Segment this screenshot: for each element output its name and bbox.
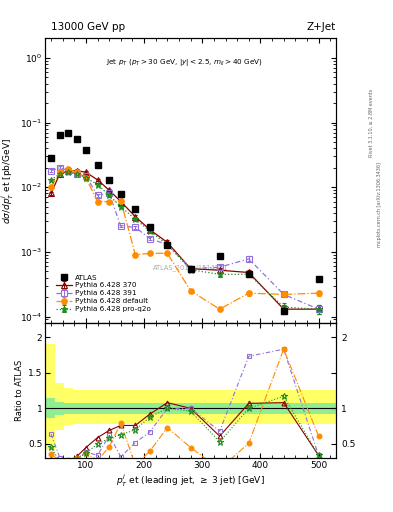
ATLAS <box>217 253 222 260</box>
Text: Rivet 3.1.10, ≥ 2.8M events: Rivet 3.1.10, ≥ 2.8M events <box>369 89 374 157</box>
Legend: ATLAS, Pythia 6.428 370, Pythia 6.428 391, Pythia 6.428 default, Pythia 6.428 pr: ATLAS, Pythia 6.428 370, Pythia 6.428 39… <box>55 273 152 313</box>
Line: ATLAS: ATLAS <box>48 130 322 314</box>
Text: 13000 GeV pp: 13000 GeV pp <box>51 22 125 32</box>
ATLAS <box>118 191 123 197</box>
Text: Jet $p_T$ ($p_T > 30$ GeV, $|y| < 2.5$, $m_{ll} > 40$ GeV): Jet $p_T$ ($p_T > 30$ GeV, $|y| < 2.5$, … <box>106 57 263 68</box>
Text: Z+Jet: Z+Jet <box>307 22 336 32</box>
ATLAS <box>75 136 79 142</box>
ATLAS <box>57 132 62 138</box>
ATLAS <box>316 276 321 282</box>
ATLAS <box>133 206 138 212</box>
Text: mcplots.cern.ch [arXiv:1306.3436]: mcplots.cern.ch [arXiv:1306.3436] <box>377 162 382 247</box>
Y-axis label: Ratio to ATLAS: Ratio to ATLAS <box>15 360 24 421</box>
ATLAS <box>84 146 88 153</box>
ATLAS <box>66 130 71 136</box>
ATLAS <box>188 266 193 272</box>
X-axis label: $p_T^j$ et (leading jet, $\geq$ 3 jet) [GeV]: $p_T^j$ et (leading jet, $\geq$ 3 jet) [… <box>116 473 265 489</box>
ATLAS <box>147 224 152 230</box>
ATLAS <box>107 177 112 183</box>
ATLAS <box>49 155 53 161</box>
ATLAS <box>165 242 170 248</box>
Text: ATLAS_2017_I1514251: ATLAS_2017_I1514251 <box>153 264 228 271</box>
ATLAS <box>95 162 100 168</box>
ATLAS <box>281 308 286 314</box>
ATLAS <box>246 271 251 278</box>
Y-axis label: $d\sigma/dp_T^j$ et [pb/GeV]: $d\sigma/dp_T^j$ et [pb/GeV] <box>0 138 16 224</box>
